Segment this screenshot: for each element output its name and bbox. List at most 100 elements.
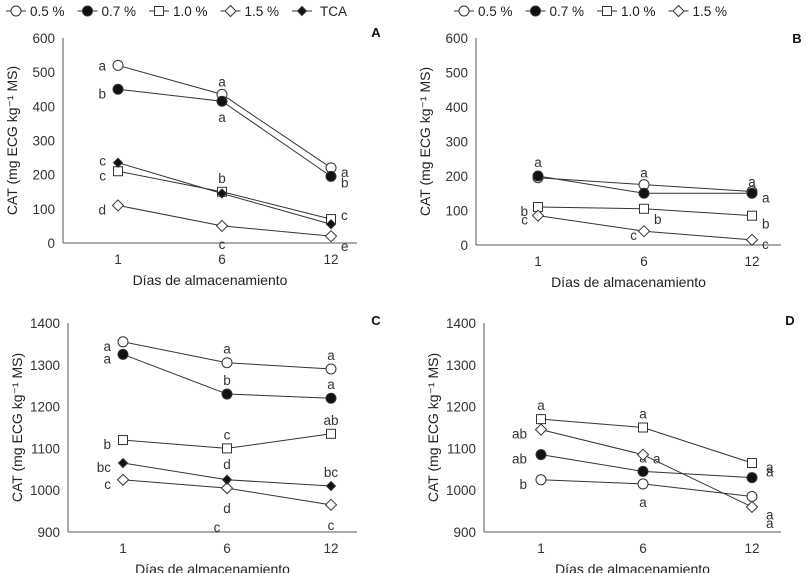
y-tick-label: 500 bbox=[445, 66, 468, 81]
data-point bbox=[324, 498, 338, 512]
data-point bbox=[221, 474, 233, 485]
legend-marker bbox=[224, 4, 237, 18]
y-tick-label: 1000 bbox=[446, 483, 476, 498]
x-tick-label: 1 bbox=[537, 541, 545, 556]
significance-letter: a bbox=[103, 339, 111, 354]
legend-item: 1.5 % bbox=[668, 4, 728, 19]
data-point bbox=[638, 187, 650, 199]
legend-label: 0.5 % bbox=[30, 4, 65, 19]
x-axis-label: Días de almacenamiento bbox=[133, 272, 288, 288]
y-tick-label: 300 bbox=[32, 134, 55, 149]
significance-letter: a bbox=[218, 74, 226, 89]
data-point bbox=[112, 59, 124, 71]
significance-letter: b bbox=[654, 212, 662, 227]
x-tick-label: 12 bbox=[323, 541, 338, 556]
y-tick-label: 1300 bbox=[30, 358, 60, 373]
data-point bbox=[637, 465, 649, 477]
data-point bbox=[112, 83, 124, 95]
legend-item: 0.5 % bbox=[454, 4, 513, 19]
data-point bbox=[638, 422, 648, 433]
y-tick-label: 500 bbox=[32, 65, 55, 80]
y-tick-label: 600 bbox=[32, 31, 55, 46]
significance-letter: a bbox=[98, 58, 106, 73]
significance-letter: a bbox=[640, 166, 648, 181]
legend-marker bbox=[154, 6, 164, 16]
significance-letter: a bbox=[653, 452, 661, 467]
significance-letter: bc bbox=[324, 465, 339, 480]
data-point bbox=[113, 166, 123, 177]
legend-marker bbox=[10, 5, 22, 17]
data-point bbox=[535, 474, 547, 486]
y-tick-label: 0 bbox=[460, 238, 468, 253]
y-tick-label: 600 bbox=[445, 31, 468, 46]
significance-letter: c bbox=[224, 427, 231, 442]
significance-letter: b bbox=[98, 86, 106, 101]
significance-letter: a bbox=[327, 348, 335, 363]
data-point bbox=[117, 457, 129, 469]
significance-letter: a bbox=[748, 175, 756, 190]
y-tick-label: 900 bbox=[37, 525, 60, 540]
significance-letter: b bbox=[519, 477, 527, 492]
legend: 0.5 % 0.7 % 1.0 % 1.5 % bbox=[454, 4, 727, 19]
legend-item: 0.7 % bbox=[525, 4, 585, 19]
data-point bbox=[745, 500, 759, 514]
significance-letter: c bbox=[214, 520, 221, 535]
y-tick-label: 900 bbox=[453, 525, 476, 540]
y-tick-label: 200 bbox=[32, 168, 55, 183]
significance-letter: bc bbox=[97, 460, 112, 475]
panel-C: 900 1000 1100 1200 1300 1400 1 6 12 Días de almac… bbox=[9, 313, 381, 573]
data-point bbox=[534, 423, 548, 436]
legend-marker bbox=[672, 4, 685, 18]
data-point bbox=[117, 348, 129, 360]
significance-letter: ab bbox=[512, 427, 527, 442]
data-point bbox=[324, 229, 338, 243]
significance-letter: c bbox=[99, 154, 106, 169]
data-point bbox=[325, 170, 337, 182]
panel-label: C bbox=[371, 313, 381, 328]
y-tick-label: 300 bbox=[445, 135, 468, 150]
panel-label: B bbox=[792, 31, 801, 46]
significance-letter: c bbox=[762, 237, 769, 252]
data-point bbox=[118, 435, 128, 446]
x-tick-label: 1 bbox=[114, 252, 122, 267]
data-point bbox=[745, 233, 759, 247]
significance-letter: a bbox=[766, 516, 774, 531]
significance-letter: d bbox=[223, 457, 231, 472]
legend-marker bbox=[82, 5, 93, 17]
data-point bbox=[325, 480, 337, 492]
legend-label: 0.7 % bbox=[550, 4, 585, 19]
data-point bbox=[535, 449, 547, 461]
significance-letter: a bbox=[766, 460, 774, 475]
data-point bbox=[325, 392, 337, 404]
data-point bbox=[222, 443, 232, 454]
data-point bbox=[636, 448, 650, 461]
x-tick-label: 1 bbox=[534, 254, 542, 269]
data-point bbox=[112, 157, 124, 168]
legend-label: 1.0 % bbox=[621, 4, 656, 19]
panel-label: A bbox=[371, 25, 381, 40]
significance-letter: b bbox=[103, 437, 111, 452]
legend-item: 0.7 % bbox=[77, 4, 137, 19]
y-tick-label: 1200 bbox=[446, 400, 476, 415]
significance-letter: b bbox=[223, 373, 231, 388]
y-tick-label: 1400 bbox=[446, 316, 476, 331]
significance-letter: b bbox=[341, 175, 349, 190]
data-point bbox=[637, 224, 651, 238]
x-tick-label: 6 bbox=[223, 541, 231, 556]
data-point bbox=[639, 203, 649, 214]
legend-label: 1.5 % bbox=[693, 4, 728, 19]
legend-marker bbox=[602, 6, 612, 16]
panel-D: 900 1000 1100 1200 1300 1400 1 6 12 Días de almac… bbox=[425, 313, 795, 573]
significance-letter: a bbox=[327, 377, 335, 392]
legend-label: 0.7 % bbox=[102, 4, 137, 19]
legend-label: 0.5 % bbox=[478, 4, 513, 19]
data-point bbox=[215, 219, 229, 233]
x-tick-label: 1 bbox=[119, 541, 127, 556]
legend-item: 1.5 % bbox=[220, 4, 279, 19]
significance-letter: a bbox=[537, 398, 545, 413]
significance-letter: a bbox=[766, 507, 774, 522]
significance-letter: a bbox=[762, 190, 770, 205]
data-point bbox=[325, 219, 337, 230]
legend-item: TCA bbox=[292, 4, 347, 19]
